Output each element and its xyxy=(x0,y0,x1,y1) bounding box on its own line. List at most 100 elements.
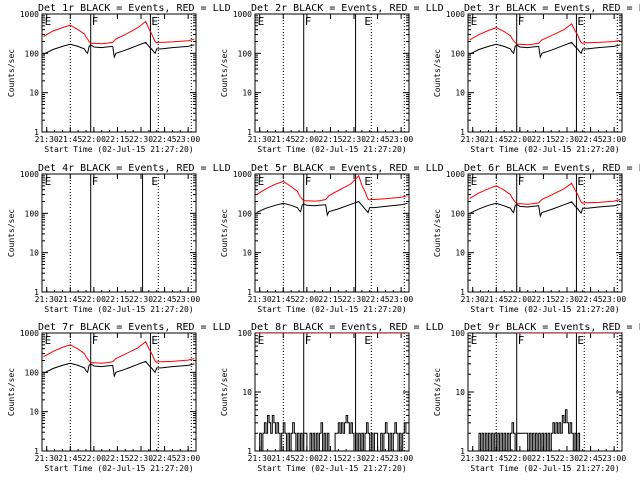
x-tick-label: 23:00 xyxy=(176,135,200,144)
event-marker-label: E xyxy=(45,15,52,28)
event-marker-label: E xyxy=(258,334,265,347)
x-tick-label: 21:30 xyxy=(461,135,485,144)
event-marker-label: E xyxy=(258,15,265,28)
y-tick-label: 1 xyxy=(460,128,465,137)
panel-title: Det 2r BLACK = Events, RED = LLD xyxy=(251,3,444,14)
panel-title: Det 8r BLACK = Events, RED = LLD xyxy=(251,322,444,333)
plot-frame xyxy=(467,13,623,133)
x-tick-label: 21:45 xyxy=(484,454,508,463)
x-tick-label: 21:30 xyxy=(35,454,59,463)
detector-panel-8: Det 8r BLACK = Events, RED = LLD 1 10 100 21… xyxy=(220,322,444,473)
x-tick-label: 22:30 xyxy=(555,295,579,304)
y-tick-label: 1000 xyxy=(233,10,252,19)
events-series-line xyxy=(43,360,195,378)
panel-title: Det 9r BLACK = Events, RED = LLD xyxy=(464,322,640,333)
event-marker-label: E xyxy=(364,15,371,28)
x-tick-label: 21:30 xyxy=(35,135,59,144)
panel-title: Det 3r BLACK = Events, RED = LLD xyxy=(464,3,640,14)
x-tick-label: 22:30 xyxy=(129,295,153,304)
x-tick-label: 21:30 xyxy=(461,454,485,463)
x-tick-label: 22:15 xyxy=(105,295,129,304)
x-tick-label: 21:45 xyxy=(271,135,295,144)
y-tick-label: 100 xyxy=(238,329,253,338)
event-marker-label: E xyxy=(45,175,52,188)
x-axis-label: Start Time (02-Jul-15 21:27:20) xyxy=(470,145,619,154)
x-axis-label: Start Time (02-Jul-15 21:27:20) xyxy=(470,464,619,473)
y-tick-label: 1 xyxy=(34,128,39,137)
x-tick-label: 23:00 xyxy=(602,135,626,144)
plot-frame xyxy=(41,332,197,452)
event-marker-label: E xyxy=(45,334,52,347)
y-tick-label: 10 xyxy=(242,89,252,98)
events-series-line xyxy=(43,41,195,59)
event-marker-label: F xyxy=(518,334,525,347)
y-axis-label: Counts/sec xyxy=(7,49,16,97)
x-tick-label: 21:30 xyxy=(248,454,272,463)
x-tick-label: 21:45 xyxy=(271,295,295,304)
y-tick-label: 10 xyxy=(29,249,39,258)
y-tick-label: 1 xyxy=(247,288,252,297)
x-tick-label: 22:00 xyxy=(295,135,319,144)
x-tick-label: 21:45 xyxy=(58,135,82,144)
y-tick-label: 1 xyxy=(247,128,252,137)
x-tick-label: 22:15 xyxy=(318,295,342,304)
detector-panel-5: Det 5r BLACK = Events, RED = LLD 1 10 100 10… xyxy=(220,163,444,314)
x-tick-label: 22:45 xyxy=(153,135,177,144)
plot-frame xyxy=(467,173,623,293)
panel-title: Det 1r BLACK = Events, RED = LLD xyxy=(38,3,231,14)
x-axis-label: Start Time (02-Jul-15 21:27:20) xyxy=(44,464,193,473)
x-tick-label: 23:00 xyxy=(389,135,413,144)
plot-frame xyxy=(41,173,197,293)
x-tick-label: 22:15 xyxy=(105,454,129,463)
lld-series-line xyxy=(43,20,195,45)
x-tick-label: 22:00 xyxy=(508,135,532,144)
x-tick-label: 22:30 xyxy=(555,454,579,463)
panel-title: Det 7r BLACK = Events, RED = LLD xyxy=(38,322,231,333)
plot-frame xyxy=(254,173,410,293)
lld-series-line xyxy=(469,182,621,205)
y-tick-label: 1 xyxy=(247,447,252,456)
event-marker-label: E xyxy=(471,175,478,188)
x-tick-label: 22:45 xyxy=(366,135,390,144)
y-axis-label: Counts/sec xyxy=(433,209,442,257)
y-tick-label: 1 xyxy=(460,447,465,456)
y-axis-label: Counts/sec xyxy=(433,368,442,416)
x-tick-label: 22:45 xyxy=(153,454,177,463)
x-tick-label: 22:45 xyxy=(366,295,390,304)
y-tick-label: 1000 xyxy=(20,10,39,19)
x-tick-label: 23:00 xyxy=(602,454,626,463)
x-tick-label: 22:00 xyxy=(82,295,106,304)
event-marker-label: F xyxy=(518,175,525,188)
events-series-line xyxy=(469,41,621,59)
x-tick-label: 23:00 xyxy=(176,454,200,463)
x-tick-label: 22:30 xyxy=(129,454,153,463)
x-tick-label: 21:45 xyxy=(484,135,508,144)
y-tick-label: 100 xyxy=(25,368,40,377)
lld-series-line xyxy=(43,340,195,364)
x-tick-label: 22:00 xyxy=(82,454,106,463)
event-marker-label: F xyxy=(305,175,312,188)
y-axis-label: Counts/sec xyxy=(7,368,16,416)
x-tick-label: 22:45 xyxy=(579,454,603,463)
x-tick-label: 21:45 xyxy=(58,295,82,304)
x-tick-label: 23:00 xyxy=(602,295,626,304)
event-marker-label: E xyxy=(364,334,371,347)
x-tick-label: 22:45 xyxy=(153,295,177,304)
x-tick-label: 22:30 xyxy=(342,454,366,463)
y-tick-label: 10 xyxy=(455,89,465,98)
x-axis-label: Start Time (02-Jul-15 21:27:20) xyxy=(257,464,406,473)
panel-title: Det 6r BLACK = Events, RED = LLD xyxy=(464,163,640,174)
event-marker-label: E xyxy=(471,334,478,347)
x-axis-label: Start Time (02-Jul-15 21:27:20) xyxy=(257,305,406,314)
panel-title: Det 5r BLACK = Events, RED = LLD xyxy=(251,163,444,174)
x-axis-label: Start Time (02-Jul-15 21:27:20) xyxy=(257,145,406,154)
y-tick-label: 1 xyxy=(460,288,465,297)
x-tick-label: 22:30 xyxy=(555,135,579,144)
lld-series-line xyxy=(256,174,408,202)
event-marker-label: E xyxy=(577,175,584,188)
events-series-line xyxy=(256,200,408,217)
event-marker-label: E xyxy=(151,175,158,188)
events-series-line xyxy=(477,409,581,451)
y-tick-label: 100 xyxy=(451,49,466,58)
detector-panel-3: Det 3r BLACK = Events, RED = LLD 1 10 100 10… xyxy=(433,3,640,154)
